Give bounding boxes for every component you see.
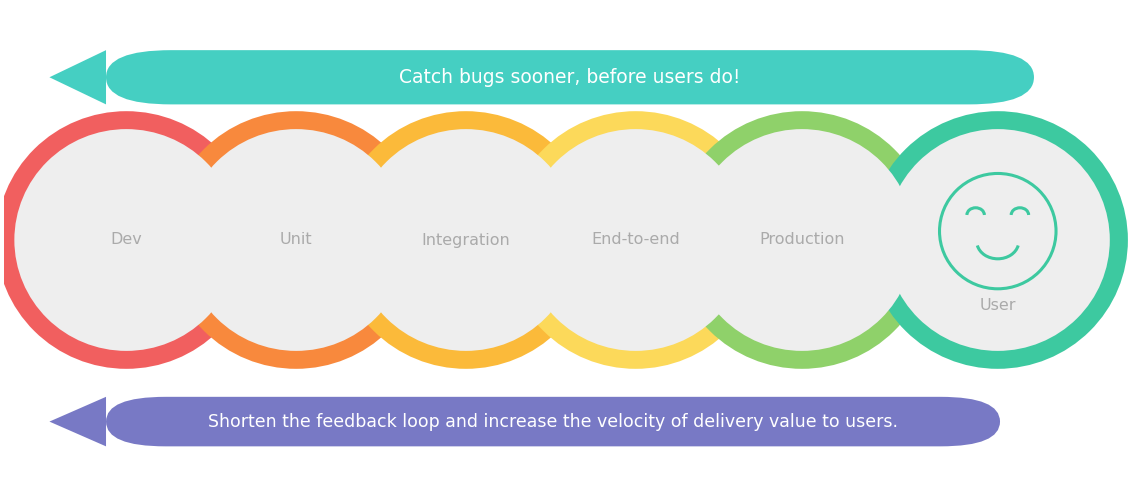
Ellipse shape — [15, 129, 238, 351]
Text: Dev: Dev — [111, 232, 142, 248]
Ellipse shape — [0, 111, 256, 369]
Polygon shape — [267, 191, 410, 289]
Polygon shape — [602, 191, 750, 289]
FancyBboxPatch shape — [106, 397, 1000, 446]
Text: Shorten the feedback loop and increase the velocity of delivery value to users.: Shorten the feedback loop and increase t… — [207, 413, 898, 431]
Polygon shape — [798, 191, 917, 289]
FancyBboxPatch shape — [106, 50, 1034, 104]
Polygon shape — [437, 191, 580, 289]
Ellipse shape — [505, 111, 766, 369]
Text: Unit: Unit — [279, 232, 312, 248]
Text: Catch bugs sooner, before users do!: Catch bugs sooner, before users do! — [399, 68, 741, 87]
Ellipse shape — [184, 129, 408, 351]
Polygon shape — [49, 397, 106, 446]
Text: End-to-end: End-to-end — [592, 232, 681, 248]
Text: Integration: Integration — [422, 232, 511, 248]
Ellipse shape — [166, 111, 426, 369]
Polygon shape — [49, 50, 106, 104]
Ellipse shape — [690, 129, 914, 351]
Ellipse shape — [523, 129, 748, 351]
Ellipse shape — [671, 111, 933, 369]
Text: User: User — [979, 298, 1016, 312]
Polygon shape — [97, 191, 241, 289]
Text: Production: Production — [759, 232, 845, 248]
Ellipse shape — [868, 111, 1127, 369]
Ellipse shape — [886, 129, 1110, 351]
Ellipse shape — [336, 111, 596, 369]
Ellipse shape — [353, 129, 578, 351]
